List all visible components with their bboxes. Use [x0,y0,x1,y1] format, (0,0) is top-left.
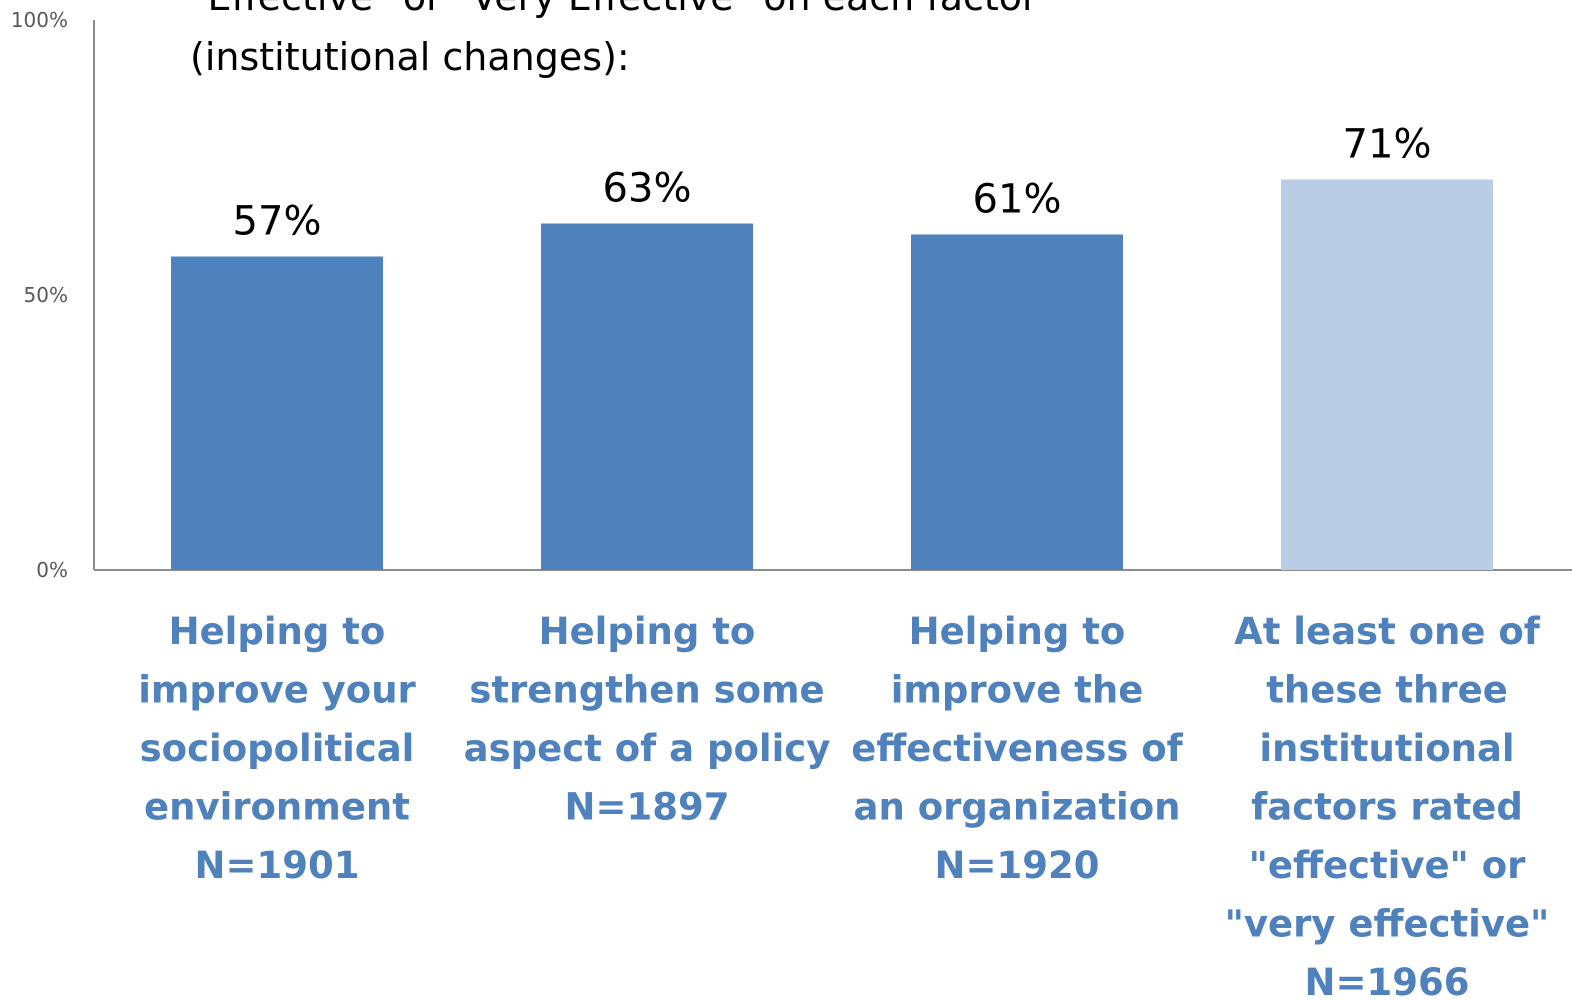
bar [541,223,753,570]
category-label: Helping to improve the effectiveness of an … [851,610,1183,887]
category-label-line: effectiveness of [851,727,1183,770]
bars [171,179,1493,570]
x-axis-labels: Helping to improve your sociopolitical envi… [138,610,1549,1000]
data-label: 57% [233,199,322,245]
data-label: 63% [603,166,692,212]
y-tick-label: 0% [36,558,68,582]
chart-title-line: (institutional changes): [190,35,630,79]
category-label: Helping to strengthen some aspect of a pol… [464,610,831,829]
category-label-line: "effective" or [1249,844,1527,887]
category-label-line: aspect of a policy [464,727,831,770]
category-label-line: Helping to [909,610,1126,653]
chart-title: "Effective" or "Very Effective" on each … [190,0,1038,79]
bar [911,234,1123,570]
data-label: 61% [973,177,1062,223]
data-label: 71% [1343,122,1432,168]
category-label-line: N=1901 [195,844,360,887]
category-label-line: institutional [1259,727,1514,770]
category-label-line: strengthen some [469,669,824,712]
category-label-line: improve your [138,669,416,712]
category-label-line: factors rated [1251,786,1523,829]
category-label: Helping to improve your sociopolitical envi… [138,610,416,887]
category-label-line: an organization [854,786,1181,829]
category-label-line: N=1897 [565,786,730,829]
y-tick-label: 50% [24,283,68,307]
bar [171,256,383,570]
category-label-line: these three [1266,669,1508,712]
category-label-line: Helping to [539,610,756,653]
category-label-line: sociopolitical [140,727,415,770]
chart-title-line: "Effective" or "Very Effective" on each … [190,0,1038,19]
category-label: At least one of these three institutional f… [1225,610,1550,1000]
data-labels: 57% 63% 61% 71% [233,122,1432,245]
category-label-line: Helping to [169,610,386,653]
category-label-line: N=1920 [935,844,1100,887]
category-label-line: N=1966 [1305,961,1470,1000]
category-label-line: "very effective" [1225,903,1550,946]
category-label-line: improve the [891,669,1144,712]
category-label-line: environment [144,786,410,829]
category-label-line: At least one of [1234,610,1541,653]
y-tick-label: 100% [11,8,68,32]
bar [1281,179,1493,570]
